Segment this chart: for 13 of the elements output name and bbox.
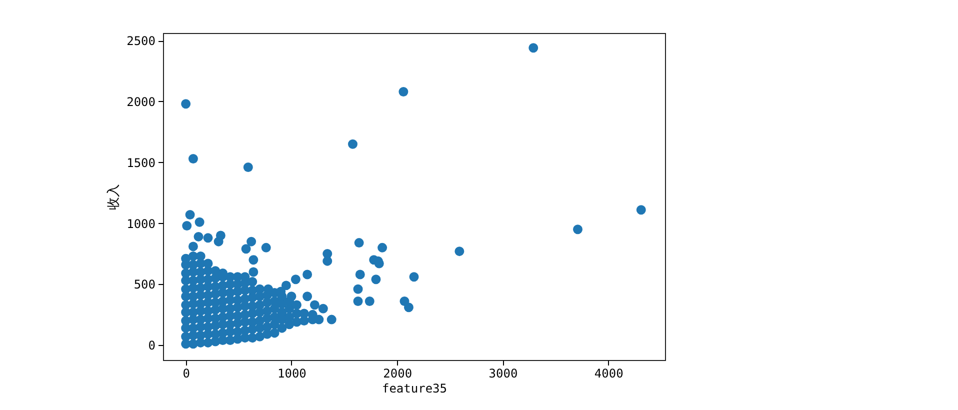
x-tick-label: 0 (182, 366, 190, 380)
x-tick-label: 4000 (594, 366, 624, 380)
y-tick-label: 500 (134, 278, 156, 292)
y-tick-label: 2500 (126, 34, 156, 48)
y-tick-label: 1500 (126, 156, 156, 170)
x-tick-label: 3000 (488, 366, 518, 380)
x-tick-label: 1000 (278, 366, 306, 380)
y-tick-label: 0 (148, 338, 156, 353)
y-axis-title: 收入 (106, 184, 122, 210)
y-tick-label: 2000 (126, 94, 156, 109)
x-axis-title: feature35 (382, 382, 448, 396)
y-tick-label: 1000 (126, 216, 156, 231)
x-tick-label: 2000 (383, 366, 412, 380)
